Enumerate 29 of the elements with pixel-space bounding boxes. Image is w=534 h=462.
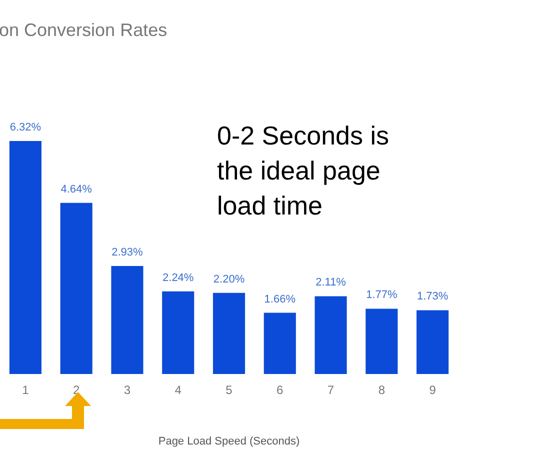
- bar: [366, 308, 398, 374]
- data-label: 1.66%: [264, 293, 296, 306]
- data-label: 2.20%: [213, 273, 245, 286]
- data-label: 2.11%: [316, 276, 346, 289]
- bar: [264, 312, 296, 374]
- x-tick-label: 9: [429, 383, 436, 397]
- x-tick-label: 5: [226, 383, 233, 397]
- bar: [212, 292, 246, 374]
- bar: [9, 141, 42, 374]
- data-label: 1.73%: [416, 290, 448, 303]
- data-label: 1.77%: [366, 289, 398, 302]
- x-tick-label: 7: [327, 383, 334, 397]
- x-tick-label: 8: [378, 383, 386, 397]
- bar: [60, 202, 92, 374]
- chart-title: on Conversion Rates: [0, 20, 168, 40]
- x-tick-label: 3: [124, 383, 131, 397]
- bar: [314, 296, 347, 374]
- data-label: 4.64%: [60, 183, 92, 196]
- x-axis-title: Page Load Speed (Seconds): [158, 436, 300, 448]
- x-tick-label: 6: [276, 383, 284, 397]
- x-tick-label: 4: [174, 383, 182, 397]
- bar: [111, 266, 144, 374]
- data-label: 2.93%: [112, 246, 144, 258]
- bar: [416, 310, 449, 374]
- data-label: 2.24%: [162, 272, 194, 284]
- data-label: 6.32%: [10, 122, 42, 134]
- x-tick-label: 1: [22, 383, 30, 397]
- annotation: 0-2 Seconds is the ideal page load time: [217, 120, 396, 220]
- bar: [162, 291, 194, 374]
